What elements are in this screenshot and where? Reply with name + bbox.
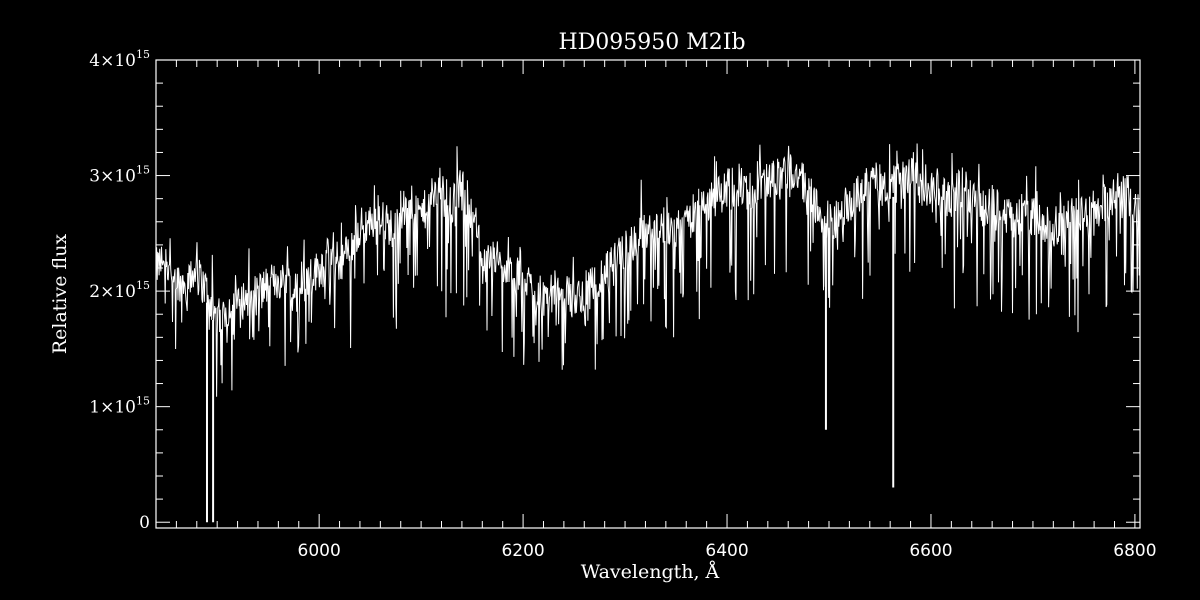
y-tick-mantissa: 2×10: [89, 282, 136, 302]
y-axis-label: Relative flux: [49, 234, 71, 355]
spectrum-series-line: [155, 143, 1141, 397]
axis-ticks: [156, 59, 1140, 528]
y-tick-label: 1×1015: [89, 395, 150, 418]
x-tick-label: 6400: [705, 541, 748, 561]
absorption-lines: [205, 196, 895, 523]
x-axis-label: Wavelength, Å: [581, 561, 720, 583]
x-tick-label: 6600: [909, 541, 952, 561]
chart-title: HD095950 M2Ib: [558, 30, 745, 55]
y-tick-mantissa: 3×10: [89, 167, 136, 187]
x-tick-labels: 6000 6200 6400 6600 6800: [298, 541, 1157, 561]
y-tick-mantissa: 4×10: [89, 51, 136, 71]
y-tick-mantissa: 1×10: [89, 398, 136, 418]
x-tick-label: 6800: [1113, 541, 1156, 561]
y-tick-label: 3×1015: [89, 164, 150, 187]
y-tick-exponent: 15: [136, 279, 150, 292]
y-tick-exponent: 15: [136, 164, 150, 177]
x-tick-label: 6000: [298, 541, 341, 561]
y-tick-exponent: 15: [136, 48, 150, 61]
plot-frame: [155, 59, 1141, 529]
y-tick-label: 2×1015: [89, 279, 150, 302]
x-tick-label: 6200: [501, 541, 544, 561]
plot-area: [155, 59, 1141, 529]
y-tick-label: 4×1015: [89, 48, 150, 71]
y-tick-label: 0: [139, 513, 150, 533]
y-tick-exponent: 15: [136, 395, 150, 408]
